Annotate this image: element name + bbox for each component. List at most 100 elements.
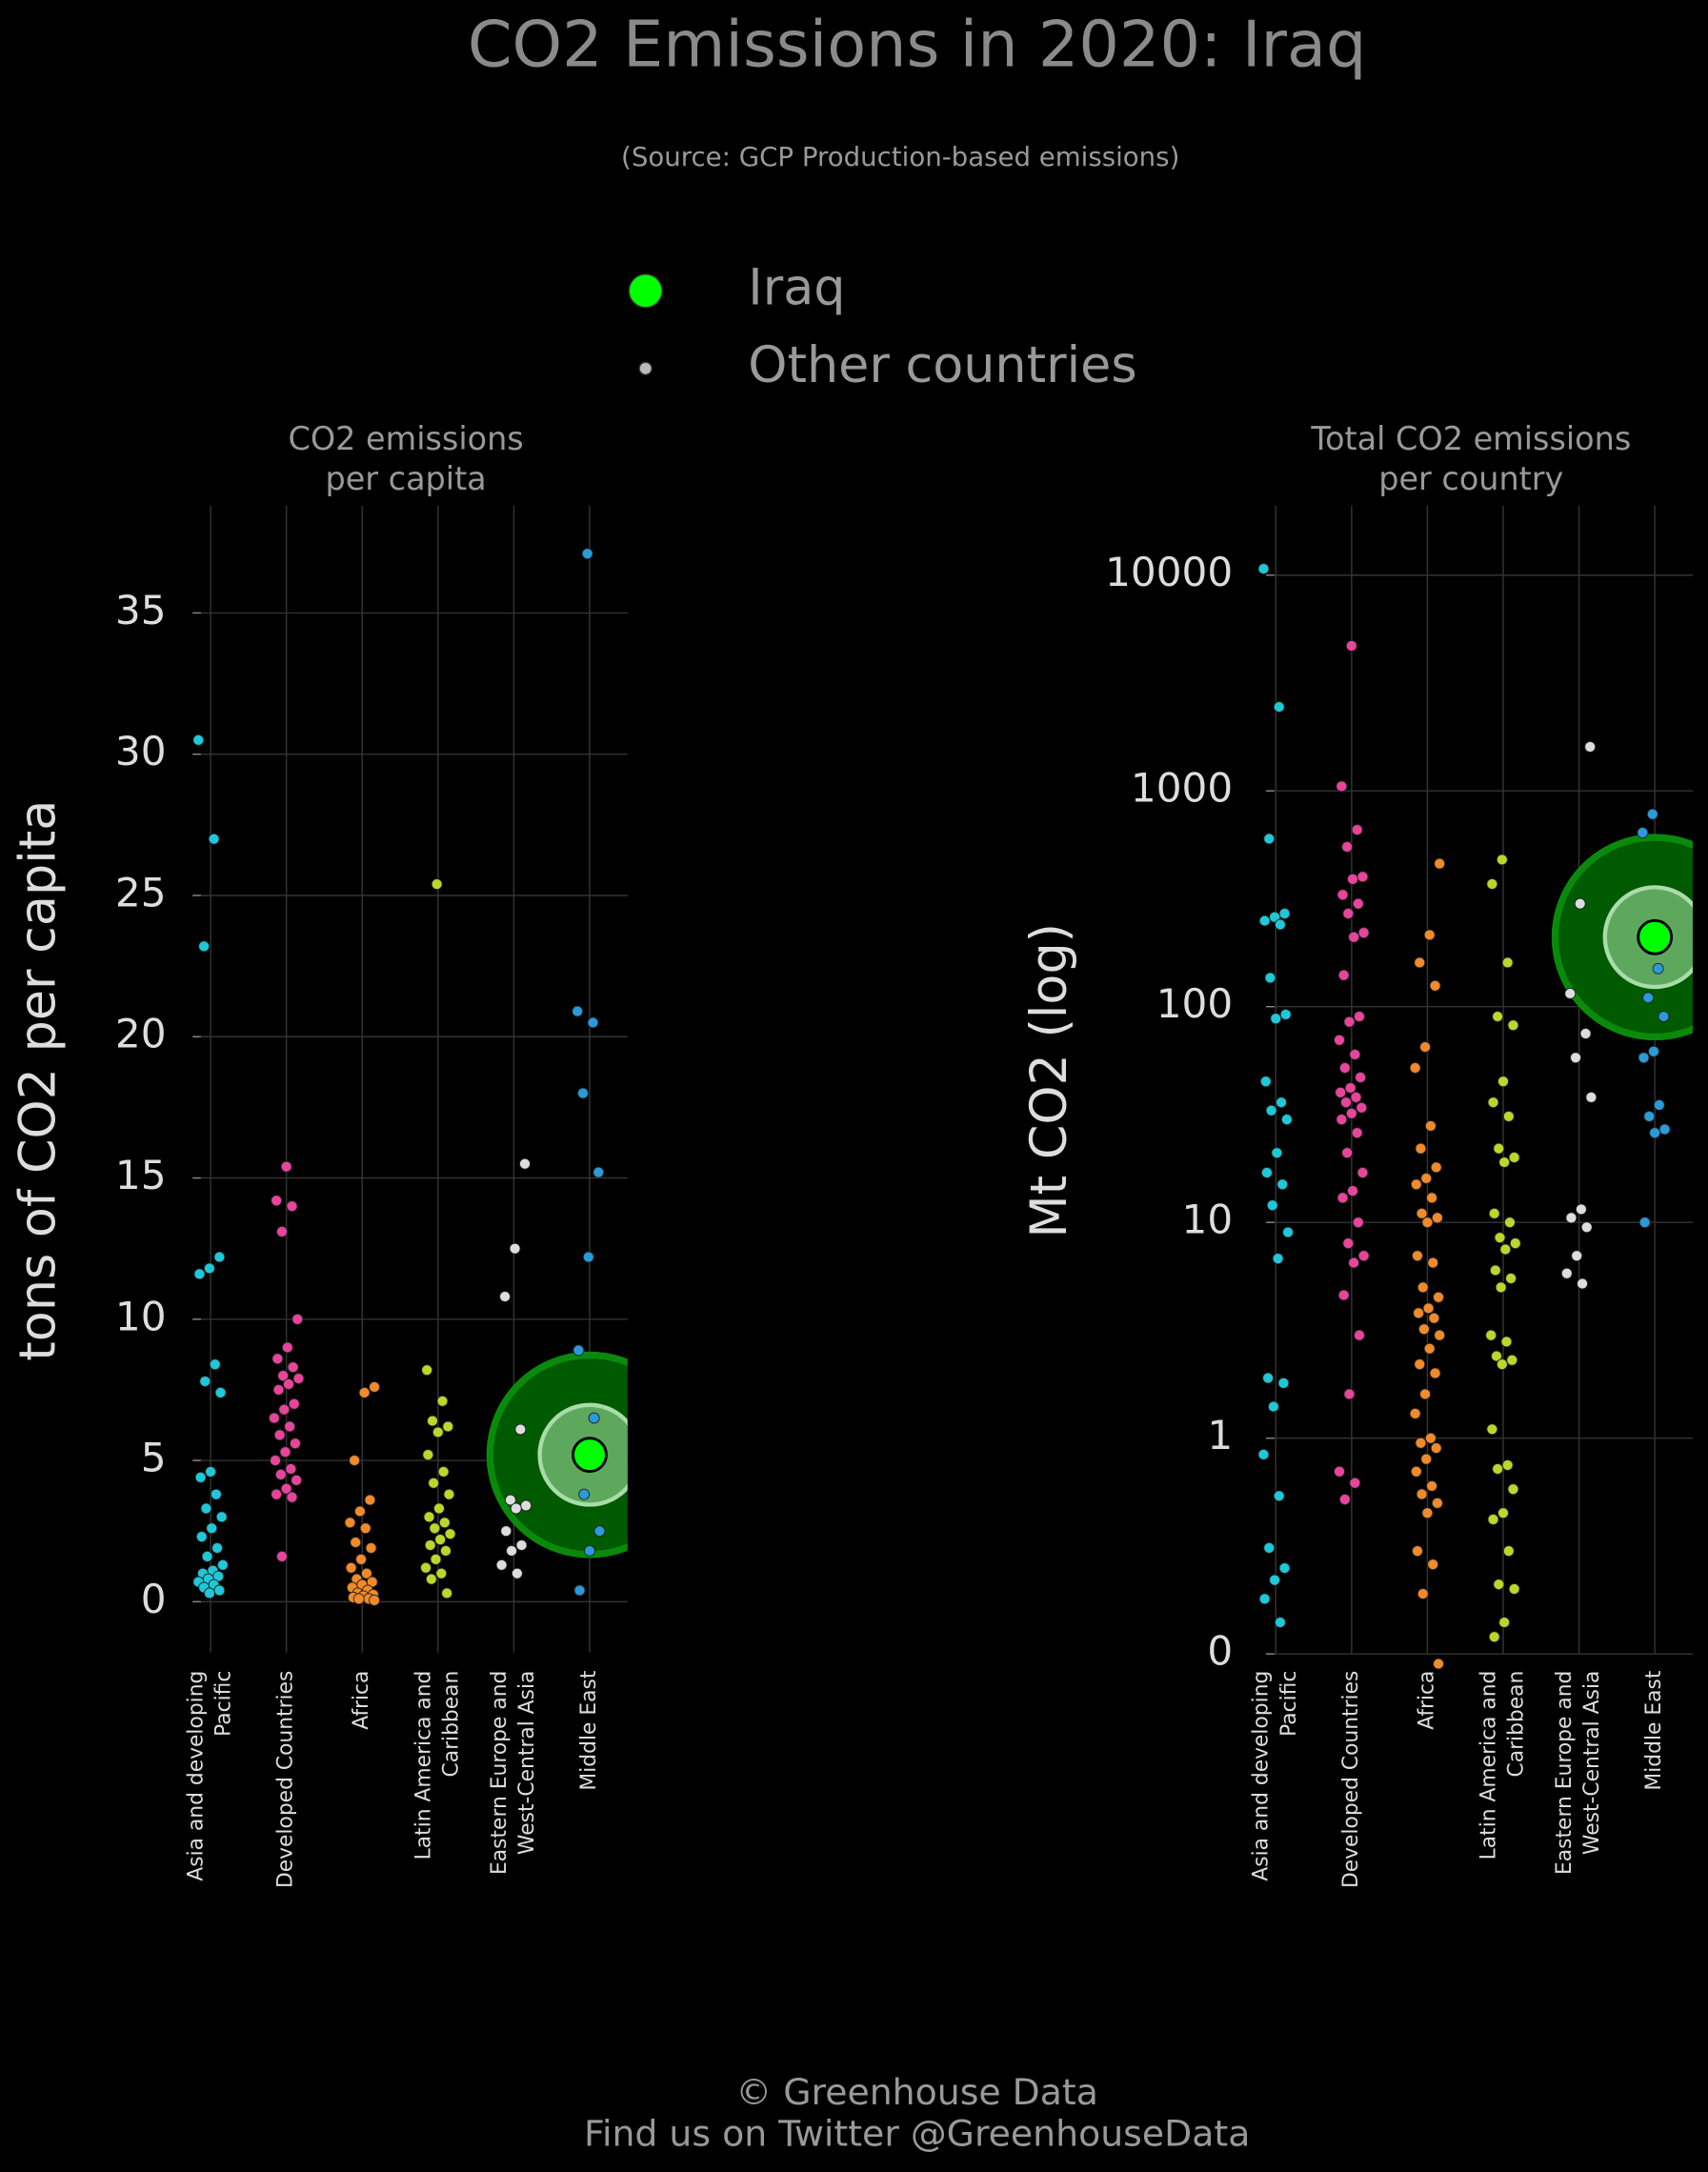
point: [506, 1545, 518, 1557]
point: [1416, 1207, 1428, 1219]
point: [1348, 1257, 1360, 1269]
point: [1282, 1226, 1295, 1238]
point: [1277, 1377, 1290, 1389]
point: [573, 1344, 585, 1357]
point: [1409, 1407, 1421, 1419]
point: [1492, 1463, 1504, 1475]
y-tick-label: 25: [115, 869, 167, 915]
point: [1263, 1541, 1276, 1554]
point: [1278, 1562, 1291, 1575]
point: [1334, 1034, 1346, 1046]
panel-title: CO2 emissions: [288, 420, 523, 457]
point: [1646, 808, 1658, 820]
point: [273, 1429, 286, 1441]
point: [1344, 1082, 1356, 1094]
point: [1564, 987, 1577, 999]
point: [1434, 1329, 1446, 1341]
point: [203, 1587, 215, 1599]
point: [1279, 1008, 1292, 1020]
point: [355, 1553, 368, 1565]
point: [1495, 1281, 1507, 1294]
point: [292, 1373, 305, 1385]
point: [271, 1195, 283, 1207]
y-tick-label: 100: [1156, 980, 1233, 1027]
point: [1502, 1110, 1515, 1122]
point: [272, 1383, 285, 1396]
point: [1266, 1199, 1278, 1212]
point: [1278, 908, 1291, 919]
point: [581, 548, 593, 560]
point: [287, 1361, 299, 1374]
point: [214, 1386, 227, 1398]
point: [1507, 1483, 1519, 1496]
point: [192, 734, 205, 746]
point: [209, 1358, 221, 1371]
point: [1498, 1617, 1511, 1629]
point: [1571, 1250, 1583, 1262]
y-tick-label: 1000: [1131, 765, 1233, 812]
point: [1416, 1488, 1428, 1500]
point: [1486, 878, 1498, 890]
point: [1487, 1096, 1499, 1109]
point: [1500, 1336, 1513, 1348]
point: [519, 1157, 531, 1170]
point: [276, 1225, 288, 1237]
point: [1274, 918, 1286, 931]
point: [1352, 897, 1364, 910]
point: [588, 1412, 600, 1424]
point: [201, 1550, 213, 1562]
point: [283, 1378, 294, 1390]
point: [1257, 1448, 1270, 1460]
point: [1421, 1217, 1434, 1229]
point: [1431, 1212, 1443, 1224]
point: [431, 878, 443, 891]
point: [364, 1494, 376, 1506]
point: [278, 1403, 291, 1416]
point: [434, 1534, 447, 1546]
point: [344, 1517, 356, 1529]
point: [1280, 1114, 1293, 1126]
point: [520, 1499, 532, 1512]
point: [430, 1553, 442, 1565]
point: [584, 1545, 595, 1557]
point: [1430, 1161, 1442, 1174]
point: [1485, 1329, 1497, 1341]
point: [1274, 1617, 1286, 1629]
footer: Find us on Twitter @GreenhouseData: [584, 2113, 1250, 2155]
point: [424, 1539, 436, 1551]
point: [352, 1593, 365, 1605]
point: [1417, 1323, 1430, 1336]
point: [208, 833, 220, 845]
point: [1433, 1291, 1445, 1303]
x-tick-label: West-Central Asia: [515, 1671, 539, 1855]
point: [1262, 1372, 1275, 1384]
point: [1409, 1062, 1421, 1074]
point: [1258, 915, 1271, 927]
point: [1570, 1052, 1582, 1064]
point: [1637, 827, 1649, 839]
y-axis-label: tons of CO2 per capita: [10, 800, 68, 1361]
point: [1421, 1507, 1434, 1519]
point: [420, 1561, 432, 1574]
point: [515, 1539, 528, 1551]
legend-marker: [638, 361, 653, 376]
point: [1338, 1494, 1351, 1505]
point: [193, 1268, 206, 1280]
point: [1488, 1207, 1500, 1219]
point: [210, 1488, 222, 1500]
point: [1263, 833, 1276, 845]
point: [1653, 1099, 1665, 1111]
highlight-point: [572, 1437, 608, 1474]
legend-label: Iraq: [748, 258, 845, 316]
point: [1508, 1152, 1520, 1163]
point: [500, 1525, 512, 1538]
point: [1336, 1114, 1348, 1126]
point: [1427, 1559, 1439, 1571]
point: [358, 1386, 371, 1398]
point: [437, 1465, 450, 1478]
point: [268, 1412, 280, 1424]
point: [1493, 1142, 1505, 1155]
point: [1642, 992, 1655, 1004]
x-tick-label: Latin America and: [1477, 1671, 1500, 1860]
point: [1334, 1465, 1346, 1478]
